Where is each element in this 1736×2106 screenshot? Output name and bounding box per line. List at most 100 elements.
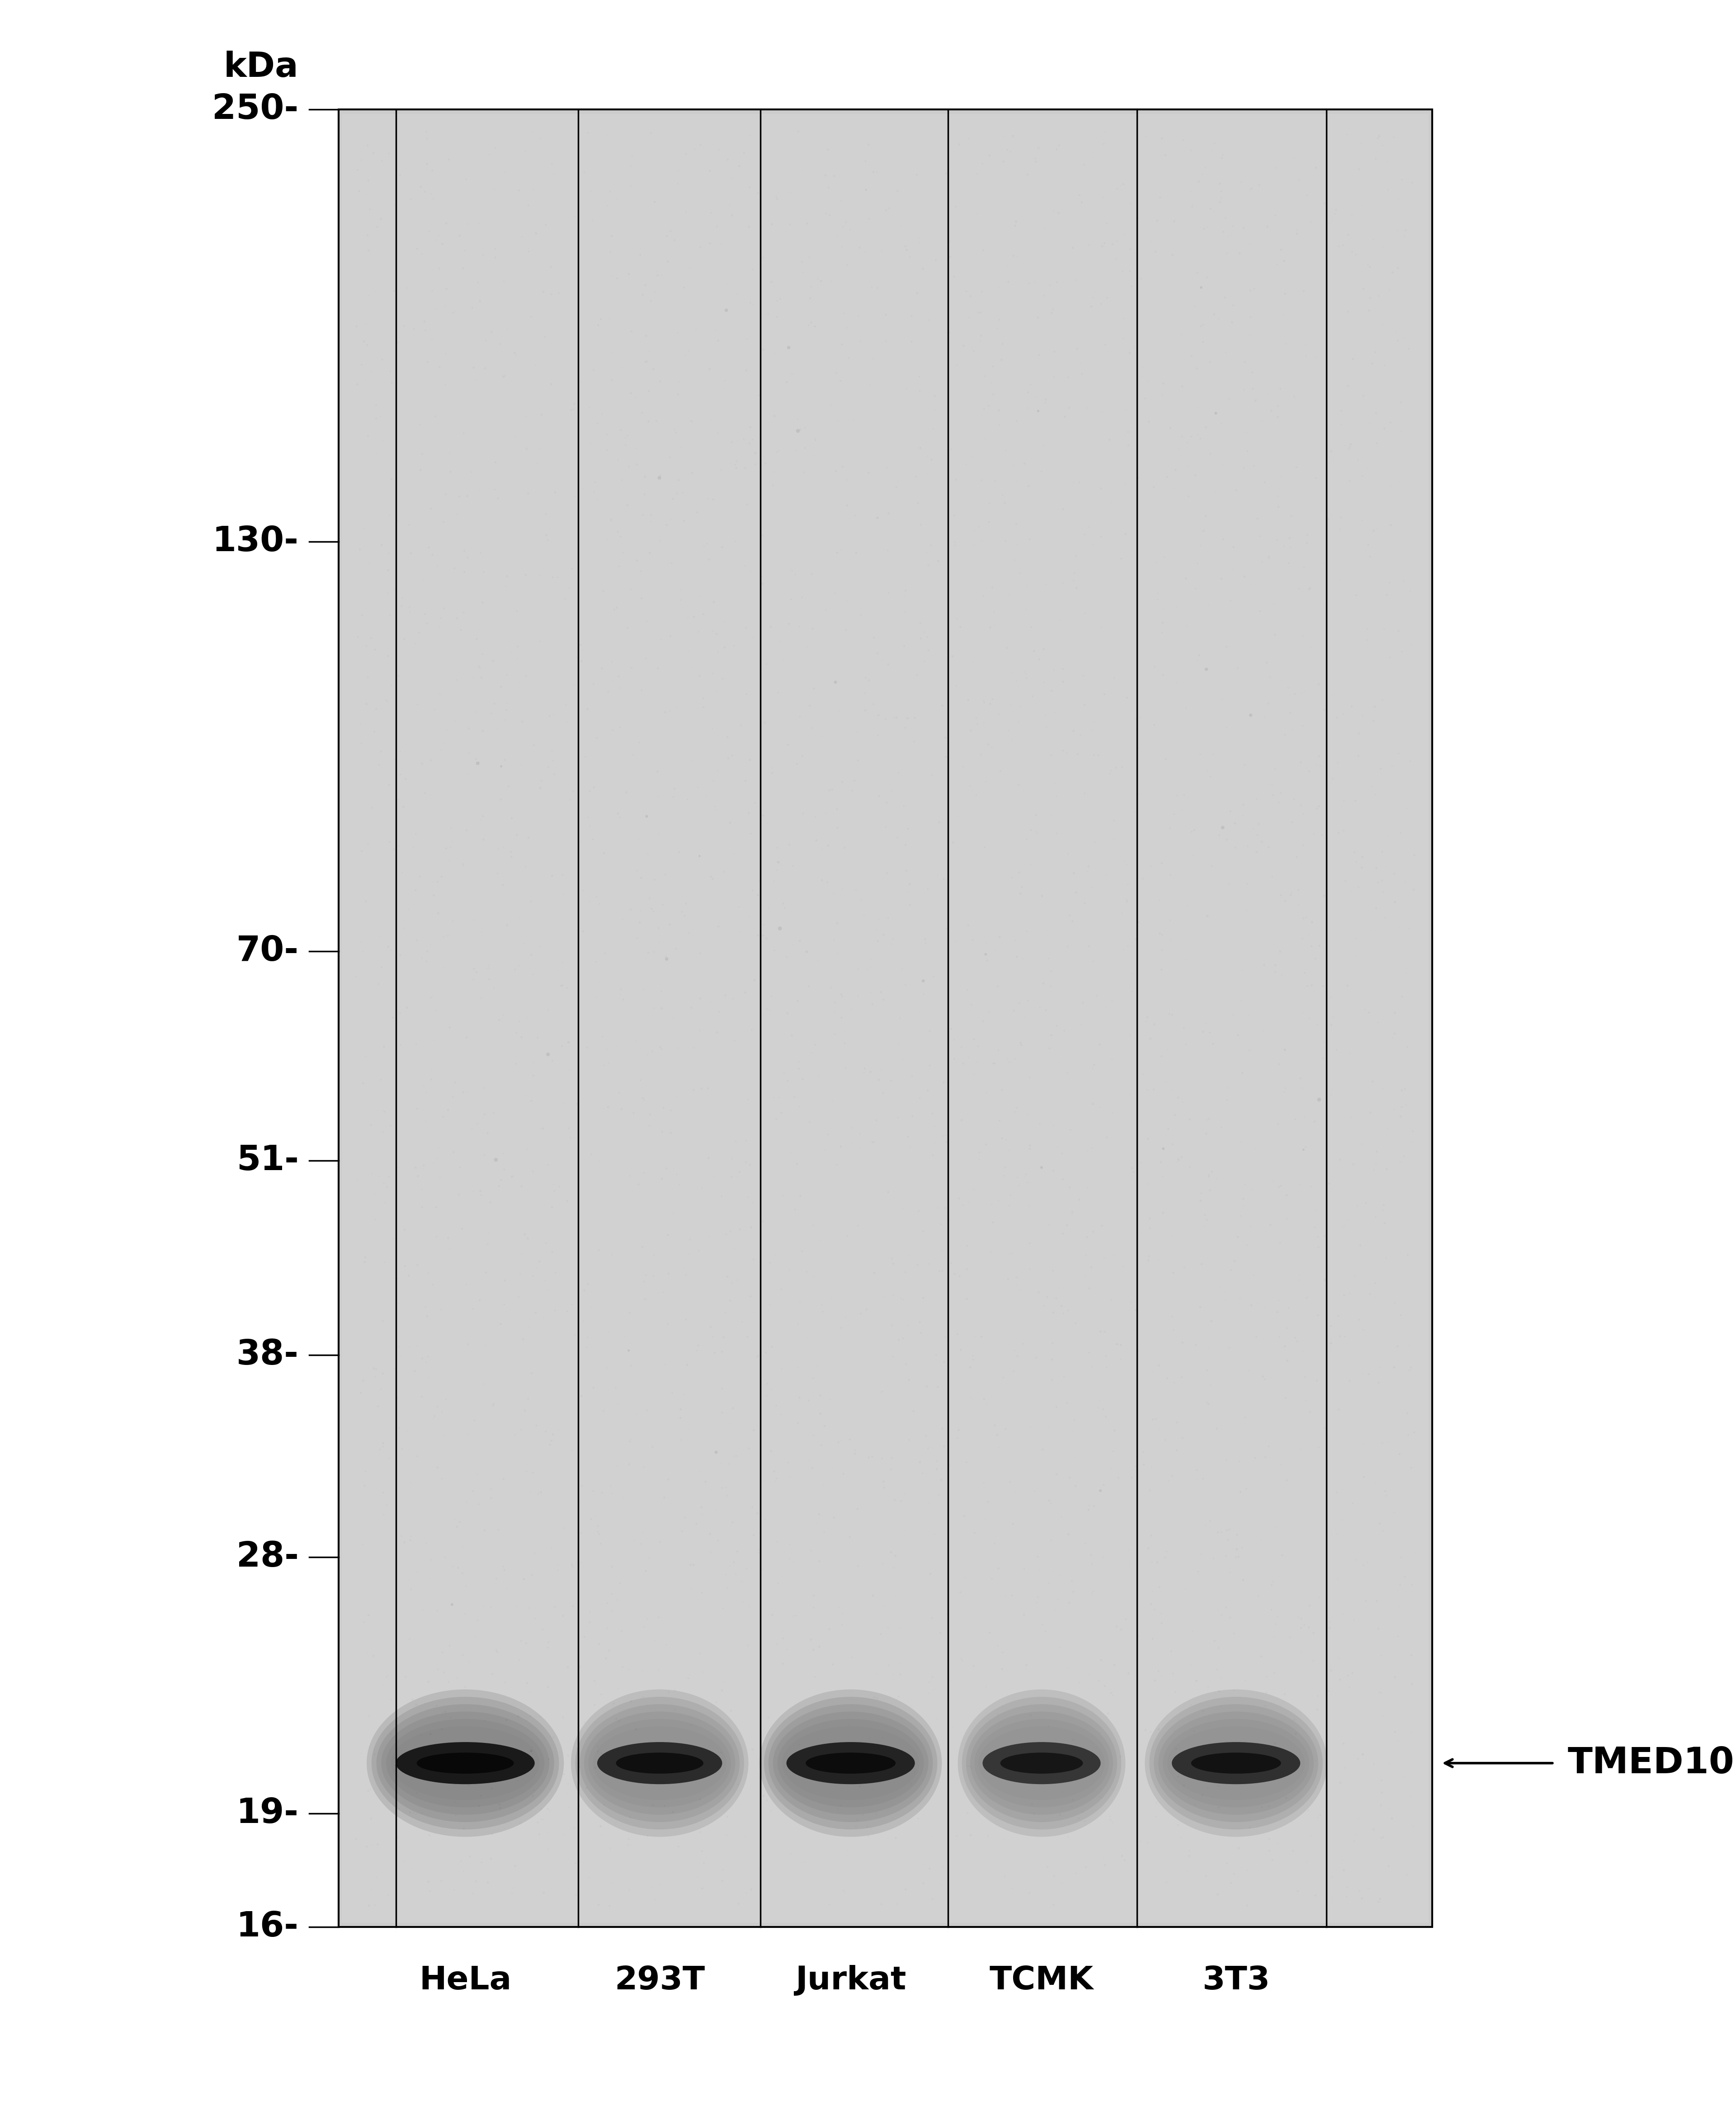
- Point: [639, 1788, 667, 1822]
- Point: [1297, 632, 1325, 665]
- Point: [653, 939, 681, 973]
- Point: [946, 1333, 974, 1367]
- Point: [847, 1297, 875, 1331]
- Point: [1382, 885, 1410, 918]
- Point: [1234, 830, 1262, 863]
- Point: [1219, 289, 1246, 322]
- Point: [1023, 815, 1050, 849]
- Point: [736, 1590, 764, 1624]
- Point: [906, 432, 934, 465]
- Point: [628, 1230, 656, 1264]
- Point: [1349, 1312, 1377, 1346]
- Point: [1109, 255, 1137, 289]
- Point: [1121, 1449, 1149, 1483]
- Point: [1125, 1620, 1153, 1653]
- Point: [470, 1329, 498, 1363]
- Text: 28-: 28-: [236, 1539, 299, 1573]
- Point: [1184, 417, 1212, 451]
- Point: [368, 529, 396, 562]
- Point: [1080, 1672, 1108, 1706]
- Point: [1189, 158, 1217, 192]
- Point: [630, 1681, 658, 1714]
- Point: [1217, 1556, 1245, 1590]
- Point: [490, 868, 517, 901]
- Point: [1078, 1251, 1106, 1285]
- Point: [441, 1504, 469, 1537]
- Point: [1385, 737, 1413, 771]
- Point: [1040, 335, 1068, 369]
- Point: [866, 1748, 894, 1782]
- Point: [1049, 1499, 1076, 1533]
- Point: [1073, 1171, 1101, 1205]
- Point: [773, 364, 800, 398]
- Point: [995, 577, 1023, 611]
- Point: [924, 1371, 951, 1405]
- Point: [1050, 1203, 1078, 1236]
- Point: [380, 187, 408, 221]
- Point: [476, 962, 503, 996]
- Point: [710, 373, 738, 406]
- Point: [380, 832, 408, 866]
- Point: [1002, 1474, 1029, 1508]
- Point: [1189, 514, 1217, 548]
- Point: [979, 1205, 1007, 1238]
- Point: [833, 1219, 861, 1253]
- Point: [1160, 472, 1187, 505]
- Point: [691, 529, 719, 562]
- Point: [701, 790, 729, 823]
- Point: [1338, 1655, 1366, 1689]
- Point: [1040, 293, 1068, 326]
- Point: [620, 739, 648, 773]
- Point: [1193, 1386, 1220, 1419]
- Point: [856, 202, 884, 236]
- Point: [632, 1786, 660, 1820]
- Point: [1257, 661, 1285, 695]
- Point: [1023, 817, 1050, 851]
- Point: [535, 750, 562, 783]
- Point: [1180, 1788, 1208, 1822]
- Point: [1012, 914, 1040, 948]
- Point: [1344, 442, 1371, 476]
- Point: [1375, 1849, 1403, 1883]
- Point: [1345, 1874, 1373, 1908]
- Point: [998, 1236, 1026, 1270]
- Point: [873, 857, 901, 891]
- Point: [1231, 373, 1259, 406]
- Point: [1335, 1670, 1363, 1704]
- Point: [845, 1131, 873, 1165]
- Point: [854, 455, 882, 489]
- Point: [1208, 562, 1236, 596]
- Point: [1033, 567, 1061, 600]
- Point: [858, 975, 885, 1009]
- Point: [1245, 1580, 1272, 1613]
- Point: [1177, 133, 1205, 166]
- Point: [1026, 1554, 1054, 1588]
- Point: [868, 1443, 896, 1476]
- Point: [993, 249, 1021, 282]
- Point: [1213, 1443, 1241, 1476]
- Point: [981, 1527, 1009, 1561]
- Point: [1292, 329, 1319, 362]
- Point: [736, 411, 764, 444]
- Point: [540, 758, 568, 792]
- Point: [1078, 1577, 1106, 1611]
- Point: [1193, 1860, 1220, 1893]
- Point: [1363, 1584, 1391, 1617]
- Point: [1066, 718, 1094, 752]
- Point: [1366, 1883, 1394, 1916]
- Point: [965, 1144, 993, 1177]
- Point: [1003, 404, 1031, 438]
- Point: [580, 668, 608, 701]
- Point: [1142, 1786, 1170, 1820]
- Point: [1368, 682, 1396, 716]
- Point: [865, 779, 892, 813]
- Point: [946, 1259, 974, 1293]
- Point: [970, 733, 998, 767]
- Point: [892, 1255, 920, 1289]
- Point: [398, 537, 425, 571]
- Ellipse shape: [372, 1697, 559, 1830]
- Point: [927, 1464, 955, 1497]
- Point: [1377, 508, 1404, 541]
- Point: [1288, 619, 1316, 653]
- Point: [814, 1118, 842, 1152]
